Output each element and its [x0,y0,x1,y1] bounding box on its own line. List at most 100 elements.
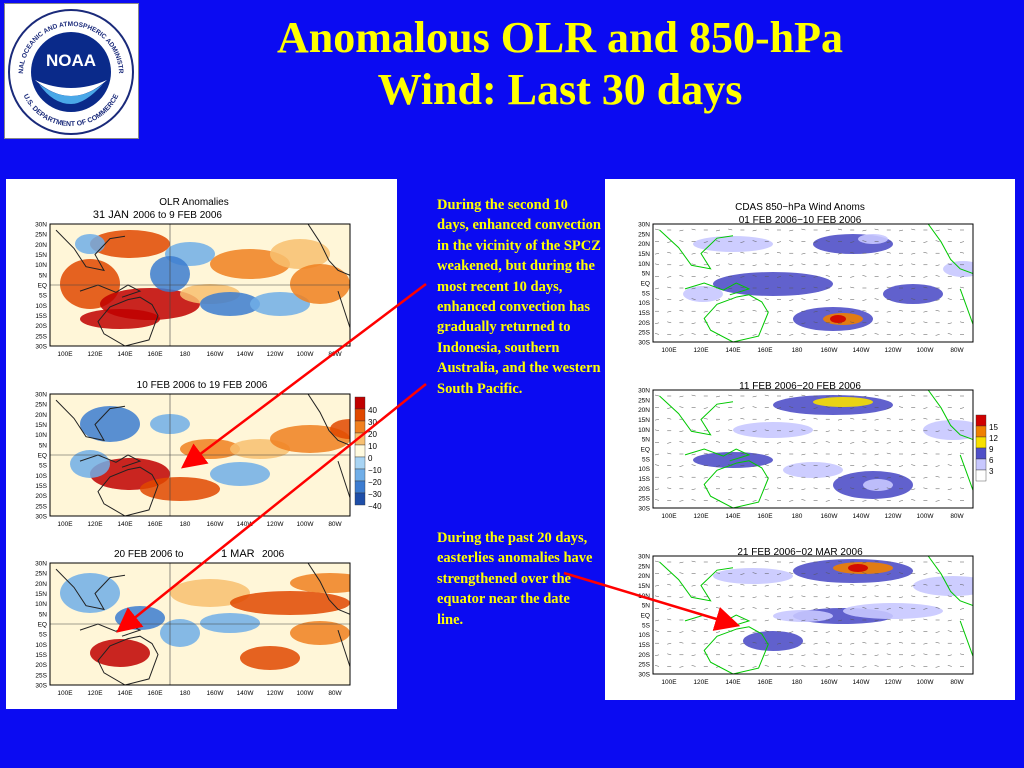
wind-vector [959,452,965,455]
wind-vector [752,229,757,232]
lon-tick-label: 180 [180,521,191,528]
americas-coastline [927,390,973,441]
wind-vector [789,240,794,242]
legend-swatch [975,425,987,438]
wind-vector [862,299,867,301]
south-america-coastline [337,629,350,667]
wind-vector [764,654,769,657]
wind-vector [947,298,952,300]
lon-tick-label: 140E [117,521,133,528]
wind-vector [850,583,855,586]
wind-vector [715,430,721,433]
wind-vector [679,275,684,277]
wind-vector [679,264,684,267]
anomaly-region [70,450,110,478]
lat-tick-label: 15N [638,251,650,258]
wind-vector [679,500,684,502]
anomaly-region [210,249,290,279]
lat-tick-label: 30N [35,392,47,399]
wind-vector [935,641,940,644]
lon-tick-label: 140E [725,679,741,686]
lat-tick-label: 5N [39,442,48,449]
wind-vector [776,573,782,575]
wind-vector [959,653,965,656]
lon-tick-label: 100E [57,521,73,528]
australia-coastline [97,635,159,685]
wind-vector [935,596,940,599]
wind-map-3: 30N 25N 20N 15N 10N 5N EQ 5S 10S 15S 20S 25S 30S 100E… [638,554,974,686]
lat-tick-label: 15S [638,642,650,649]
wind-vector [935,240,940,242]
legend-swatch [354,480,366,494]
wind-vector [776,251,782,254]
anomaly-region [693,236,773,252]
lat-tick-label: 20S [638,320,650,327]
wind-vector [801,418,806,421]
wind-vector [740,251,745,254]
wind-vector [764,560,769,563]
wind-vector [874,453,879,456]
wind-vector [715,229,721,232]
lon-tick-label: 80W [950,679,964,686]
wind-vector [923,608,928,610]
wind-vector [679,334,684,336]
wind-vector [728,228,733,231]
anomaly-region [913,576,973,596]
lon-tick-label: 100E [57,690,73,697]
south-america-coastline [959,288,973,325]
wind-vector [874,584,879,587]
olr-map-3: 30N 25N 20N 15N 10N 5N EQ 5S 10S 15S 20S 25S 30S 100E… [35,561,351,697]
wind-vector [923,583,928,586]
wind-vector [728,322,733,325]
wind-vector [862,430,867,433]
legend-label: −10 [368,466,382,475]
wind-vector [947,394,952,397]
wind-vector [886,442,891,444]
wind-vector [923,442,928,444]
legend-swatch [975,447,987,460]
wind-vector [691,453,696,456]
wind-title: CDAS 850−hPa Wind Anoms [735,202,865,213]
anomaly-region [140,477,220,501]
wind-vector [667,241,672,243]
wind-vector [813,618,818,621]
wind-vector [776,608,782,610]
lat-tick-label: EQ [38,283,47,290]
asia-coastline [659,229,734,270]
wind-vector [837,560,843,563]
wind-vector [813,573,818,575]
wind-vector [752,500,757,502]
wind-vector [874,595,879,598]
legend-swatch [354,420,366,434]
lat-tick-label: EQ [641,281,650,288]
map-frame [652,223,974,343]
wind-vector [715,631,721,633]
lon-tick-label: 160E [147,690,163,697]
lat-tick-label: 25S [638,496,650,503]
wind-vector [801,252,806,255]
australia-coastline [703,460,769,508]
wind-vector [825,229,830,232]
lat-tick-label: EQ [641,447,650,454]
lon-tick-label: 140E [117,351,133,358]
legend-swatch [354,432,366,446]
wind-vector [862,475,867,478]
americas-coastline [927,224,973,275]
legend-label: 40 [368,406,377,415]
wind-vector [898,395,904,398]
lon-tick-label: 180 [180,351,191,358]
wind-vector [935,309,940,312]
wind-vector [850,476,855,479]
wind-vector [850,407,855,409]
wind-vector [728,287,733,290]
wind-vector [935,229,940,232]
wind-vector [850,286,855,289]
wind-map3-date: 21 FEB 2006−02 MAR 2006 [737,547,863,558]
wind-vector [667,310,672,313]
wind-vector [850,653,855,656]
wind-vector [679,430,684,433]
lon-tick-label: 140E [725,513,741,520]
olr-anomalies-panel: OLR Anomalies 31 JAN 2006 to 9 FEB 2006 … [6,179,397,709]
wind-vector [911,298,916,300]
legend-swatch [975,458,987,471]
